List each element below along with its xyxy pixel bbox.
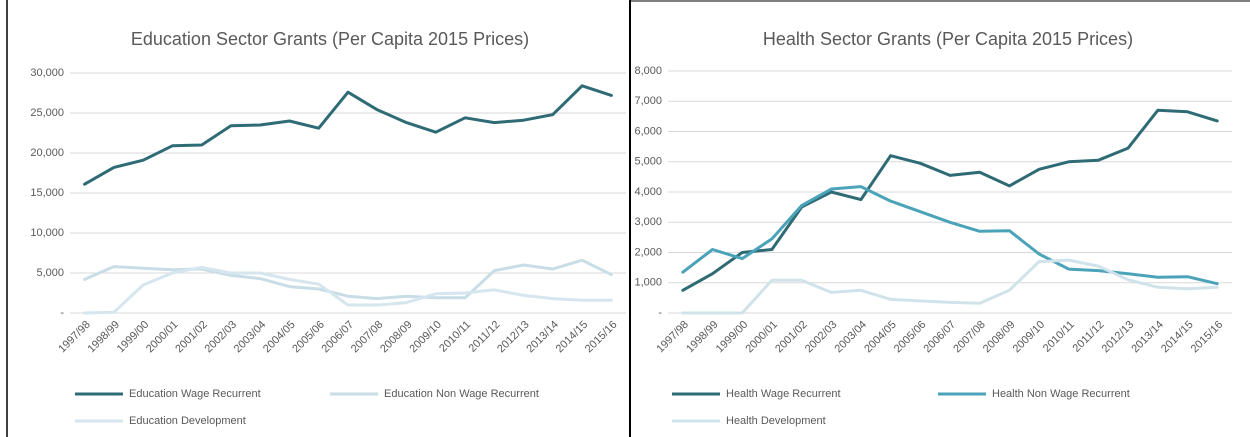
x-tick-label: 2010/11 — [1041, 319, 1077, 355]
y-tick-label: 6,000 — [634, 125, 662, 137]
y-tick-label: 20,000 — [30, 147, 64, 159]
legend-label: Health Development — [726, 415, 826, 427]
y-tick-label: 15,000 — [30, 187, 64, 199]
y-tick-label: 30,000 — [30, 67, 64, 79]
x-tick-label: 2001/02 — [773, 319, 810, 356]
y-tick-label: 25,000 — [30, 107, 64, 119]
x-tick-label: 2009/10 — [1011, 319, 1048, 356]
y-tick-label: - — [658, 307, 662, 319]
x-tick-label: 2014/15 — [1159, 319, 1196, 356]
y-tick-label: 5,000 — [634, 156, 662, 168]
series-line — [681, 108, 1219, 292]
x-tick-label: 1998/99 — [684, 319, 721, 356]
x-tick-label: 2007/08 — [951, 319, 988, 356]
x-tick-label: 2002/03 — [803, 319, 840, 356]
legend-label: Education Development — [129, 415, 246, 427]
y-tick-label: 10,000 — [30, 227, 64, 239]
y-tick-label: 8,000 — [634, 65, 662, 77]
x-tick-label: 2013/14 — [1129, 319, 1166, 356]
x-tick-label: 2012/13 — [1100, 319, 1137, 356]
x-tick-label: 2010/11 — [437, 319, 473, 355]
legend-label: Health Non Wage Recurrent — [992, 388, 1130, 400]
series-line — [83, 265, 613, 315]
x-tick-label: 2015/16 — [583, 319, 620, 356]
y-tick-label: 2,000 — [634, 246, 662, 258]
x-tick-label: 1997/98 — [654, 319, 691, 356]
y-tick-label: - — [60, 307, 64, 319]
x-tick-label: 2006/07 — [922, 319, 959, 356]
x-tick-label: 2003/04 — [833, 319, 870, 356]
series-line — [681, 258, 1219, 315]
x-tick-label: 2005/06 — [892, 319, 929, 356]
chart-title: Health Sector Grants (Per Capita 2015 Pr… — [763, 29, 1133, 49]
x-tick-label: 1999/00 — [714, 319, 751, 356]
series-line — [83, 258, 613, 301]
y-tick-label: 4,000 — [634, 186, 662, 198]
legend-label: Education Wage Recurrent — [129, 388, 261, 400]
series-line — [681, 185, 1219, 286]
series-line — [83, 84, 613, 186]
x-tick-label: 2009/10 — [407, 319, 444, 356]
y-tick-label: 1,000 — [634, 277, 662, 289]
x-tick-label: 2000/01 — [743, 319, 780, 356]
x-tick-label: 2015/16 — [1189, 319, 1226, 356]
legend-label: Health Wage Recurrent — [726, 388, 841, 400]
x-tick-label: 2004/05 — [862, 319, 899, 356]
chart-title: Education Sector Grants (Per Capita 2015… — [131, 29, 529, 49]
y-tick-label: 5,000 — [36, 267, 64, 279]
legend-label: Education Non Wage Recurrent — [384, 388, 539, 400]
y-tick-label: 7,000 — [634, 95, 662, 107]
x-tick-label: 2008/09 — [981, 319, 1018, 356]
y-tick-label: 3,000 — [634, 216, 662, 228]
